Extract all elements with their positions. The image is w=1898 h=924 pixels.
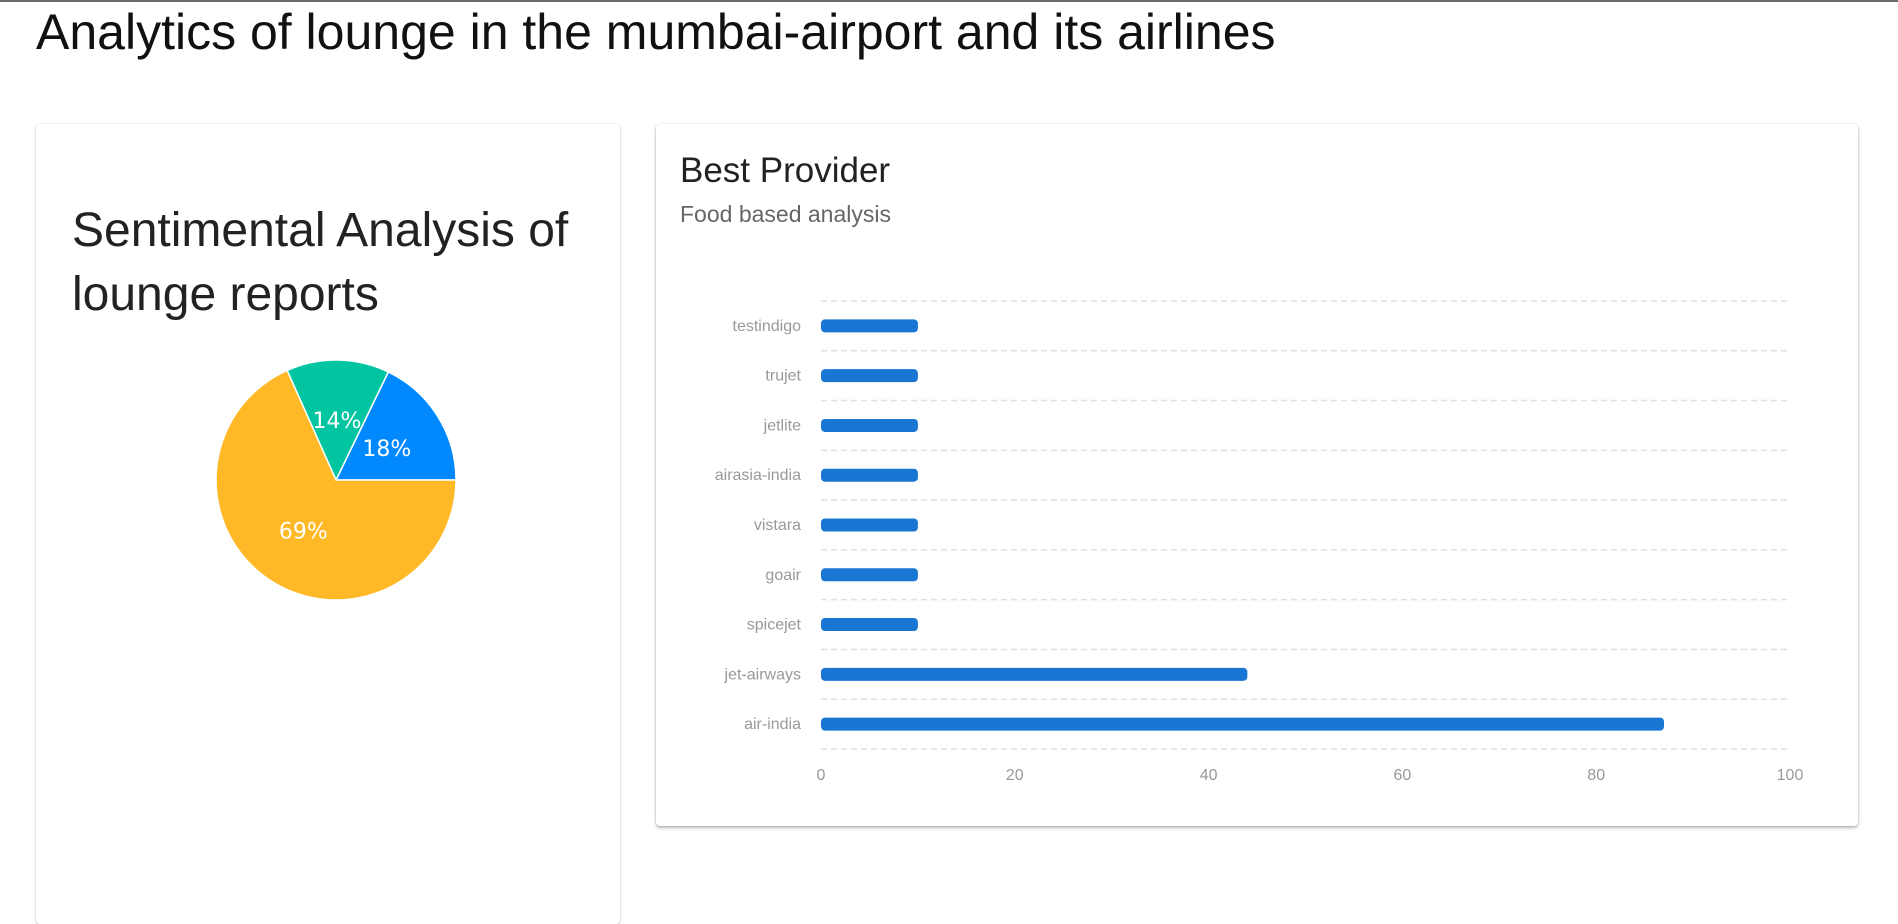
pie-slice[interactable] xyxy=(286,359,390,482)
x-tick-label: 20 xyxy=(1006,767,1024,784)
category-label: air-india xyxy=(744,716,801,733)
x-tick-label: 40 xyxy=(1200,767,1218,784)
category-label: spicejet xyxy=(747,617,802,634)
bar-testindigo[interactable] xyxy=(821,319,918,333)
bar-goair[interactable] xyxy=(821,568,918,582)
page-title: Analytics of lounge in the mumbai-airpor… xyxy=(36,4,1276,60)
pie-slice-label: 69% xyxy=(279,519,328,544)
category-label: testindigo xyxy=(733,318,802,335)
top-border xyxy=(0,0,1898,2)
category-label: vistara xyxy=(754,517,801,534)
bar-trujet[interactable] xyxy=(821,369,918,383)
pie-slice-label: 14% xyxy=(312,409,361,434)
bar-vistara[interactable] xyxy=(821,518,918,532)
pie-slice[interactable] xyxy=(215,369,457,601)
x-tick-label: 80 xyxy=(1587,767,1605,784)
category-label: trujet xyxy=(765,368,801,385)
category-label: airasia-india xyxy=(715,467,801,484)
sentiment-pie-chart: 18%14% 69% xyxy=(215,359,457,601)
category-label: jet-airways xyxy=(724,666,801,683)
pie-slice-label: 18% xyxy=(362,437,411,462)
category-label: jetlite xyxy=(763,417,801,434)
bar-jetlite[interactable] xyxy=(821,418,918,432)
pie-slice[interactable] xyxy=(334,370,457,481)
x-tick-label: 0 xyxy=(817,767,826,784)
x-tick-label: 100 xyxy=(1777,767,1804,784)
best-provider-card: Best Provider Food based analysis testin… xyxy=(656,124,1858,826)
best-provider-subtitle: Food based analysis xyxy=(680,201,891,227)
bar-airasia-india[interactable] xyxy=(821,468,918,482)
sentiment-card: Sentimental Analysis of lounge reports 1… xyxy=(36,124,620,924)
category-label: goair xyxy=(765,567,801,584)
best-provider-title: Best Provider xyxy=(680,151,891,190)
x-tick-label: 60 xyxy=(1394,767,1412,784)
bar-jet-airways[interactable] xyxy=(821,667,1248,681)
bar-air-india[interactable] xyxy=(821,717,1665,731)
best-provider-bar-chart: testindigo trujet jetlite airasia-india vist… xyxy=(715,300,1804,784)
sentiment-card-title: Sentimental Analysis of lounge reports xyxy=(72,204,569,321)
bar-spicejet[interactable] xyxy=(821,618,918,632)
